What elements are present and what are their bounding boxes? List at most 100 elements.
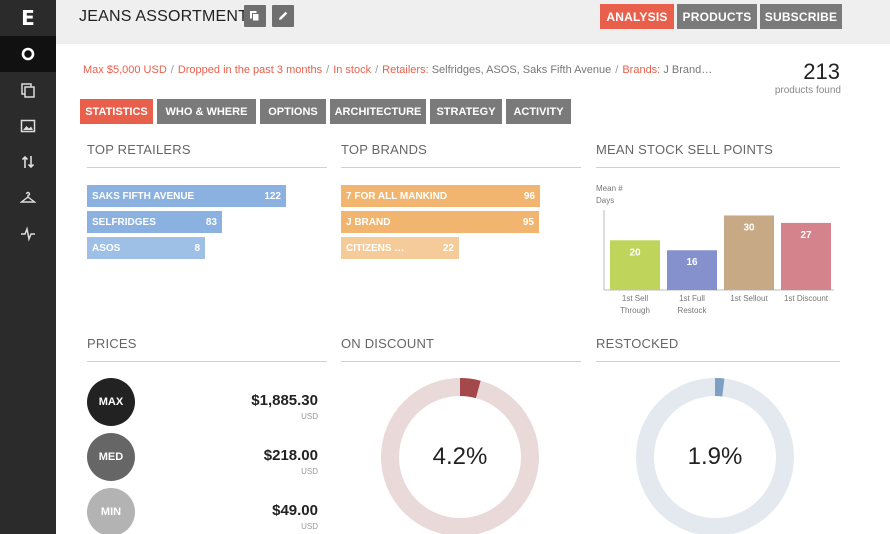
section-divider [596,361,840,362]
filter-stock[interactable]: In stock [333,64,372,76]
y-axis-note: Mean # [596,184,623,193]
price-med-currency: USD [301,467,318,476]
products-button[interactable]: PRODUCTS [677,4,757,29]
discount-donut-chart [381,378,539,534]
donut-segment [459,378,481,399]
sell-point-value: 27 [800,230,812,241]
sidebar-item-dashboard[interactable] [0,36,56,72]
retailer-value: 8 [194,242,200,254]
sell-point-category: 1st Full [679,294,705,303]
brand-value: 95 [522,216,534,228]
products-count: 213 [803,59,840,84]
copy-button[interactable] [244,5,266,27]
sidebar: E [0,0,56,534]
section-divider [87,167,327,168]
brand-bar[interactable]: CITIZENS … 22 [341,237,459,259]
on-discount-title: ON DISCOUNT [341,336,435,351]
filter-dropped[interactable]: Dropped in the past 3 months [177,64,323,76]
y-axis-note: Days [596,196,614,205]
price-max-currency: USD [301,412,318,421]
tab-who-where[interactable]: WHO & WHERE [157,99,256,124]
brand-bar[interactable]: 7 FOR ALL MANKIND 96 [341,185,540,207]
filter-brands-label[interactable]: Brands: [622,64,661,76]
restocked-title: RESTOCKED [596,336,679,351]
sell-point-bar[interactable] [610,240,660,290]
sell-point-value: 20 [629,247,641,258]
sell-point-category: 1st Sellout [730,294,768,303]
sidebar-item-activity[interactable] [0,216,56,252]
price-min-value: $49.00 [272,502,318,519]
retailer-name: SAKS FIFTH AVENUE [92,190,195,202]
section-divider [87,361,327,362]
copy-icon [250,11,260,22]
restocked-percent: 1.9% [687,443,743,470]
brand-value: 96 [523,190,535,202]
prices-title: PRICES [87,336,137,351]
filter-brands-value[interactable]: J Brand… [663,64,713,76]
filter-retailers-value[interactable]: Selfridges, ASOS, Saks Fifth Avenue [431,64,612,76]
brand-value: 22 [442,242,454,254]
retailer-bar[interactable]: ASOS 8 [87,237,205,259]
sell-point-value: 30 [743,222,755,233]
sell-point-bar[interactable] [667,250,717,290]
edit-icon [279,11,288,20]
sell-points-chart: Mean # Days 20 1st Sell Through 16 1st Full R… [596,184,834,315]
copy-icon [21,83,35,98]
price-min-badge: MIN [87,488,135,534]
tab-architecture[interactable]: ARCHITECTURE [330,99,426,124]
retailer-value: 122 [264,190,281,202]
price-max-value: $1,885.30 [251,392,318,409]
price-med-value: $218.00 [263,447,318,464]
brand-name: 7 FOR ALL MANKIND [346,190,448,202]
filter-retailers-label[interactable]: Retailers: [382,64,429,76]
retailer-name: SELFRIDGES [92,216,156,228]
retailer-bar[interactable]: SELFRIDGES 83 [87,211,222,233]
sell-point-bar[interactable] [781,222,831,290]
top-retailers-title: TOP RETAILERS [87,142,191,157]
sidebar-item-images[interactable] [0,108,56,144]
sell-point-category: Restock [678,306,708,315]
tab-activity[interactable]: ACTIVITY [506,99,571,124]
hanger-icon [20,191,36,203]
price-min-currency: USD [301,522,318,531]
sidebar-item-copy[interactable] [0,72,56,108]
edit-button[interactable] [272,5,294,27]
brand-name: J BRAND [346,216,391,228]
sell-point-value: 16 [686,257,698,268]
sidebar-item-sort[interactable] [0,144,56,180]
discount-percent: 4.2% [432,443,488,470]
restocked-donut-chart [636,378,794,534]
filter-price[interactable]: Max $5,000 USD [83,64,167,76]
image-icon [20,119,36,133]
sell-point-category: 1st Sell [622,294,648,303]
products-count-label: products found [774,85,841,96]
brand-bar[interactable]: J BRAND 95 [341,211,539,233]
sell-points-title: MEAN STOCK SELL POINTS [596,142,774,157]
sidebar-item-hanger[interactable] [0,180,56,216]
brand-name: CITIZENS … [346,242,405,254]
analysis-button[interactable]: ANALYSIS [600,4,674,29]
price-max-badge: MAX [87,378,135,426]
filter-breadcrumb: Max $5,000 USD / Dropped in the past 3 mon… [83,64,713,76]
sell-point-bar[interactable] [724,215,774,290]
sell-point-category: Through [620,306,650,315]
section-divider [341,167,581,168]
top-brands-title: TOP BRANDS [341,142,428,157]
retailer-bar[interactable]: SAKS FIFTH AVENUE 122 [87,185,286,207]
section-divider [596,167,840,168]
tab-options[interactable]: OPTIONS [260,99,326,124]
retailer-name: ASOS [92,242,121,254]
top-header: JEANS ASSORTMENT ANALYSIS PRODUCTS SUBSC… [56,0,890,44]
price-med-badge: MED [87,433,135,481]
subscribe-button[interactable]: SUBSCRIBE [760,4,842,29]
retailer-value: 83 [205,216,217,228]
circle-icon [21,47,35,61]
pulse-icon [21,226,35,242]
sell-point-category: 1st Discount [784,294,829,303]
sort-arrows-icon [21,155,35,169]
app-logo[interactable]: E [21,6,35,30]
tab-strategy[interactable]: STRATEGY [430,99,502,124]
section-divider [341,361,581,362]
tab-statistics[interactable]: STATISTICS [80,99,153,124]
page-title: JEANS ASSORTMENT [79,8,249,25]
